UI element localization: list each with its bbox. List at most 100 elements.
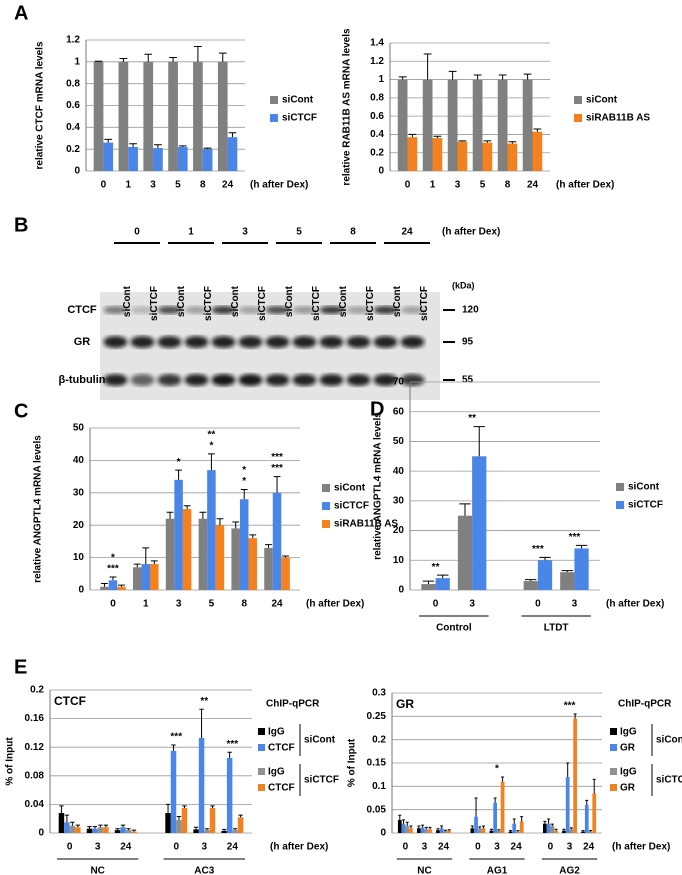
y-tick-label: 0.15 xyxy=(367,758,387,769)
legend-label: IgG xyxy=(268,727,285,738)
bar xyxy=(422,79,433,171)
error-bar xyxy=(550,823,554,826)
error-bar xyxy=(129,143,137,147)
y-tick-label: 30 xyxy=(393,495,405,506)
bar xyxy=(58,812,65,833)
bar xyxy=(569,829,574,833)
y-tick-label: 0.1 xyxy=(372,781,386,792)
blot-band xyxy=(265,336,290,348)
blot-band xyxy=(265,374,290,386)
error-bar xyxy=(75,824,81,828)
lane-label: siCont xyxy=(284,285,295,317)
error-bar xyxy=(474,797,478,817)
error-bar xyxy=(98,824,103,828)
timepoint-label: 8 xyxy=(350,227,356,238)
legend-swatch xyxy=(258,768,265,775)
bar xyxy=(125,830,132,833)
bar xyxy=(574,548,589,590)
significance: ** xyxy=(208,430,216,441)
bar xyxy=(131,831,137,833)
bar xyxy=(457,515,473,590)
legend-swatch xyxy=(574,114,582,122)
legend-swatch xyxy=(322,502,330,510)
error-bar xyxy=(508,141,517,144)
blot-band xyxy=(238,306,263,314)
error-bar xyxy=(199,708,204,738)
bar xyxy=(182,509,192,590)
bar xyxy=(114,830,121,833)
bar xyxy=(516,831,520,833)
bar xyxy=(550,826,555,833)
x-tick-label: 24 xyxy=(227,842,239,853)
blot-band xyxy=(130,306,155,314)
x-tick-label: 3 xyxy=(422,842,428,853)
error-bar xyxy=(589,830,592,832)
y-tick-label: 0 xyxy=(378,166,384,177)
error-bar xyxy=(398,814,402,820)
error-bar xyxy=(562,828,566,831)
bar xyxy=(226,757,233,833)
legend-label: siRAB11B AS xyxy=(586,113,650,124)
chart-title: CTCF xyxy=(54,694,86,708)
x-tick-label: 1 xyxy=(143,599,149,610)
error-bar xyxy=(204,828,210,831)
error-bar xyxy=(440,825,444,829)
y-axis-label: % of Input xyxy=(5,737,16,786)
x-tick-label: 0 xyxy=(110,599,116,610)
bar xyxy=(500,781,505,833)
bar xyxy=(447,830,451,833)
legend-label: siCTCF xyxy=(282,113,317,124)
error-bar xyxy=(447,829,451,831)
group-label: NC xyxy=(417,866,431,875)
legend-label: GR xyxy=(620,783,636,794)
error-bar xyxy=(573,713,577,719)
y-tick-label: 1 xyxy=(378,74,384,85)
bar xyxy=(588,831,593,833)
blot-band xyxy=(400,306,425,314)
error-bar xyxy=(142,547,150,565)
blot-band xyxy=(238,336,263,348)
bar xyxy=(174,479,183,590)
timepoint-label: 1 xyxy=(188,227,194,238)
y-tick-label: 0.08 xyxy=(25,770,45,781)
bar xyxy=(198,737,205,833)
legend-label: siCont xyxy=(586,95,618,106)
bar xyxy=(581,831,585,833)
bar xyxy=(407,137,418,171)
lane-label: siCTCF xyxy=(149,286,160,321)
y-tick-label: 30 xyxy=(73,487,85,498)
error-bar xyxy=(417,825,421,829)
legend-swatch xyxy=(574,96,582,104)
error-bar xyxy=(523,73,532,80)
error-bar xyxy=(436,828,440,831)
x-tick-label: 5 xyxy=(209,599,215,610)
error-bar xyxy=(265,544,272,548)
x-axis-label: (h after Dex) xyxy=(612,842,670,853)
bar xyxy=(447,79,458,171)
error-bar xyxy=(193,826,199,830)
x-axis-label: (h after Dex) xyxy=(250,180,308,191)
x-tick-label: 3 xyxy=(176,599,182,610)
bar xyxy=(239,499,249,590)
legend-label: IgG xyxy=(620,767,637,778)
x-tick-label: 3 xyxy=(455,180,461,191)
significance: ** xyxy=(432,562,440,573)
blot-band xyxy=(400,336,425,348)
error-bar xyxy=(118,584,125,587)
y-tick-label: 10 xyxy=(73,552,85,563)
x-axis-label: (h after Dex) xyxy=(306,599,364,610)
x-tick-label: 0 xyxy=(403,842,409,853)
error-bar xyxy=(561,570,573,573)
error-bar xyxy=(433,135,442,139)
bar xyxy=(215,525,225,590)
y-tick-label: 20 xyxy=(73,520,85,531)
x-tick-label: 24 xyxy=(583,842,595,853)
blot-band xyxy=(346,374,371,386)
error-bar xyxy=(423,53,432,80)
bar xyxy=(153,148,163,171)
blot-band xyxy=(103,336,128,348)
bar xyxy=(97,827,104,833)
significance: *** xyxy=(564,701,576,712)
bar xyxy=(176,820,182,833)
error-bar xyxy=(473,74,482,80)
